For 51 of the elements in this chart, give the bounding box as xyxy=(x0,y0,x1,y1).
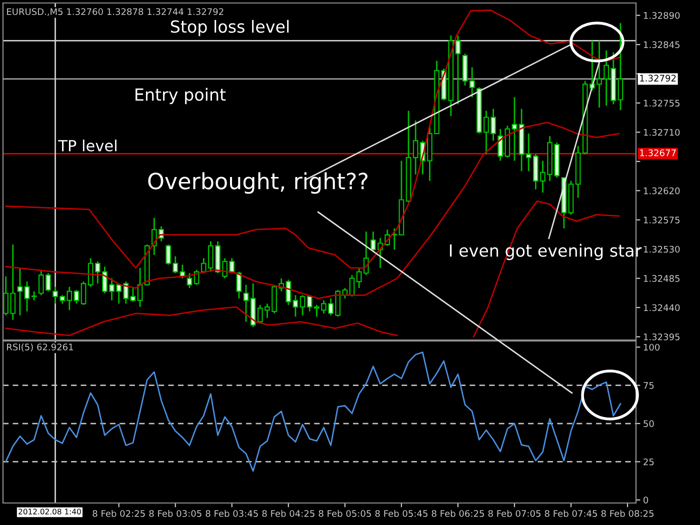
candlestick xyxy=(243,284,249,323)
y-tick-label: 100 xyxy=(644,344,660,351)
candlestick xyxy=(356,267,362,289)
y-tick-label: 1.32845 xyxy=(644,41,680,48)
line-series xyxy=(5,352,622,472)
y-tick-label: 0 xyxy=(644,496,648,504)
x-tick-label: 8 Feb 03:05 xyxy=(149,510,202,517)
candlestick xyxy=(17,267,23,316)
candlestick xyxy=(392,228,398,250)
annotation: Stop loss level xyxy=(170,20,289,36)
x-tick-label: 8 Feb 06:25 xyxy=(432,510,484,517)
y-tick-label: 75 xyxy=(644,382,654,389)
candlestick xyxy=(74,289,80,304)
y-tick-label: 1.32620 xyxy=(644,187,680,194)
annotation: Entry point xyxy=(136,88,226,104)
candlestick xyxy=(292,294,298,318)
y-tick-label: 1.32755 xyxy=(644,100,680,107)
y-tick-label: 1.32575 xyxy=(644,216,680,224)
x-tick-label: 8 Feb 03:45 xyxy=(206,510,258,517)
y-tick-label: 1.32530 xyxy=(644,246,680,253)
candlestick xyxy=(24,280,30,312)
y-tick-label: 1.32710 xyxy=(644,128,680,136)
text: EURUSD.,M5 1.32760 1.32878 1.32744 1.32792 xyxy=(7,8,224,16)
chart-title: RSI(5) 62.9261 xyxy=(7,343,73,352)
x-tick-label: 8 Feb 08:25 xyxy=(601,510,654,517)
y-tick-label: 1.32440 xyxy=(644,304,680,312)
ref-line-label: 1.32677 xyxy=(640,149,676,156)
candlestick xyxy=(31,290,37,302)
candlestick xyxy=(363,230,369,276)
y-tick-label: 1.32485 xyxy=(644,275,680,282)
x-tick-label: 8 Feb 05:45 xyxy=(375,510,428,517)
ref-line-label: 1.32792 xyxy=(640,74,676,82)
y-tick-label: 1.32890 xyxy=(644,12,680,19)
candlestick xyxy=(300,294,306,316)
x-tick-label: 8 Feb 07:05 xyxy=(488,510,540,517)
x-tick-label: 8 Feb 07:45 xyxy=(544,510,597,517)
x-tick-label: 8 Feb 05:05 xyxy=(318,510,371,517)
annotation: Overbought, right?? xyxy=(148,172,368,194)
x-tick-label: 8 Feb 04:25 xyxy=(262,510,314,517)
candlestick xyxy=(512,96,518,162)
candlestick xyxy=(469,66,475,98)
candlestick xyxy=(455,34,461,105)
candlestick xyxy=(80,280,86,306)
y-tick-label: 25 xyxy=(644,458,654,466)
candlestick xyxy=(130,287,136,302)
x-tick-label: 8 Feb 02:25 xyxy=(92,510,145,517)
y-tick-label: 1.32395 xyxy=(644,333,680,340)
y-tick-label: 50 xyxy=(644,420,654,428)
candlestick xyxy=(618,22,624,111)
candlestick xyxy=(186,272,192,289)
annotation: TP level xyxy=(58,140,116,152)
